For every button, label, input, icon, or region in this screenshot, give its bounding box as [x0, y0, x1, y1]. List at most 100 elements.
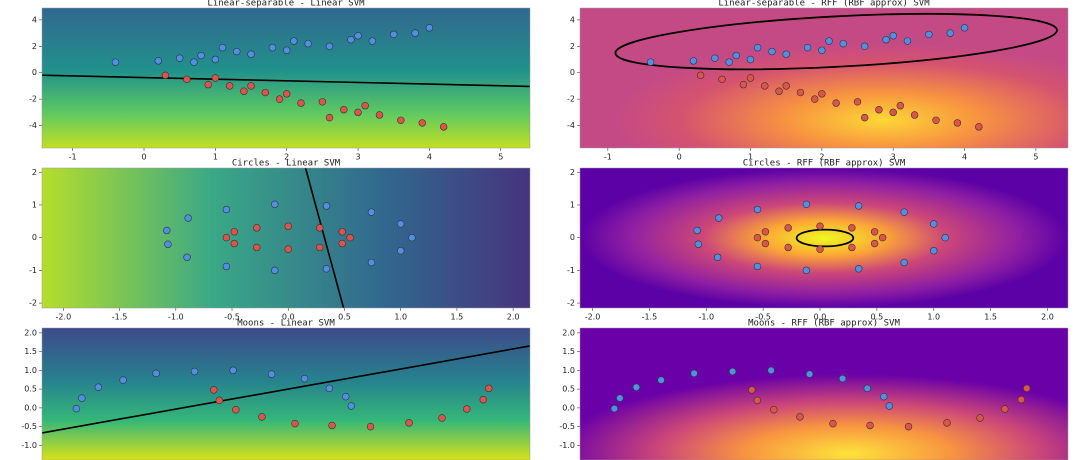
point — [222, 205, 231, 214]
point — [325, 42, 334, 51]
point — [976, 414, 984, 422]
point — [340, 105, 348, 114]
point — [885, 402, 893, 410]
y-tick-label: 4 — [32, 15, 37, 24]
point — [1001, 405, 1009, 413]
y-tick-label: 0 — [570, 68, 575, 77]
x-tick-label: -0.5 — [224, 313, 240, 322]
point — [367, 258, 376, 267]
point — [900, 258, 908, 267]
point — [770, 406, 778, 414]
point — [368, 37, 377, 45]
point — [361, 102, 369, 110]
y-tick-label: 0.5 — [562, 385, 575, 394]
point — [1017, 395, 1025, 404]
y-tick-label: 1.5 — [562, 347, 575, 356]
point — [300, 374, 309, 383]
point — [746, 74, 755, 82]
point — [347, 35, 355, 44]
point — [338, 239, 346, 248]
point — [811, 95, 819, 103]
point — [753, 262, 762, 271]
point — [746, 55, 755, 64]
point — [960, 24, 969, 32]
point — [354, 32, 362, 40]
x-tick-label: 2 — [284, 153, 289, 162]
point — [882, 35, 890, 44]
y-tick-label: 4 — [570, 15, 575, 24]
plot-area — [610, 366, 1031, 431]
y-tick-label: 0 — [32, 68, 37, 77]
point — [190, 367, 199, 376]
point — [439, 123, 448, 131]
point — [753, 396, 762, 405]
plot-area — [693, 200, 949, 275]
viridis-background — [42, 328, 530, 460]
subplot-title: Moons - RFF (RBF approx) SVM — [748, 319, 900, 329]
point — [284, 222, 292, 230]
point — [485, 384, 493, 393]
point — [211, 74, 220, 82]
point — [322, 265, 331, 273]
point — [829, 419, 837, 428]
point — [816, 222, 824, 230]
point — [889, 108, 897, 117]
point — [767, 366, 775, 375]
x-tick-label: 2.0 — [507, 313, 520, 322]
point — [230, 239, 238, 248]
point — [283, 90, 291, 98]
y-tick-label: -0.5 — [21, 422, 37, 431]
point — [616, 394, 624, 402]
point — [816, 245, 824, 253]
point — [304, 39, 312, 48]
y-tick-label: 0 — [32, 233, 37, 242]
subplot-title: Linear-separable - Linear SVM — [207, 0, 365, 9]
y-tick-label: 2 — [32, 42, 37, 51]
subplot: Circles - RFF (RBF approx) SVM -2.0 -1.5 -1… — [567, 159, 1069, 322]
point — [397, 116, 405, 124]
point — [119, 376, 127, 384]
point — [975, 123, 983, 131]
point — [796, 413, 804, 421]
plot-area — [42, 345, 530, 434]
point — [161, 71, 170, 80]
x-tick-label: -2.0 — [585, 313, 601, 322]
point — [316, 243, 324, 252]
point — [284, 245, 292, 253]
point — [283, 46, 291, 54]
point — [866, 421, 874, 430]
point — [728, 367, 737, 376]
point — [853, 98, 862, 106]
point — [322, 202, 331, 210]
x-tick-label: 5 — [498, 153, 503, 162]
y-tick-label: 0.0 — [24, 403, 37, 412]
point — [761, 82, 769, 90]
point — [275, 95, 284, 103]
point — [240, 87, 248, 95]
y-tick-label: -0.5 — [559, 422, 575, 431]
x-tick-label: -1 — [604, 153, 612, 162]
point — [190, 58, 198, 66]
y-tick-label: 0 — [570, 233, 575, 242]
x-tick-label: 0 — [141, 153, 146, 162]
plot-frame — [41, 327, 531, 460]
decision-boundary — [42, 74, 530, 88]
point — [690, 369, 698, 378]
point — [896, 102, 905, 110]
point — [711, 54, 719, 62]
point — [803, 43, 812, 52]
point — [796, 88, 805, 97]
point — [768, 47, 776, 56]
point — [154, 57, 162, 65]
point — [247, 82, 255, 90]
x-tick-label: 0.5 — [871, 313, 884, 322]
x-tick-label: -1.0 — [698, 313, 714, 322]
point — [761, 228, 770, 236]
point — [271, 200, 279, 209]
plot-frame — [579, 167, 1069, 309]
point — [875, 105, 883, 114]
point — [297, 99, 305, 107]
plasma-background — [580, 168, 1068, 308]
point — [325, 384, 334, 393]
point — [718, 75, 726, 84]
